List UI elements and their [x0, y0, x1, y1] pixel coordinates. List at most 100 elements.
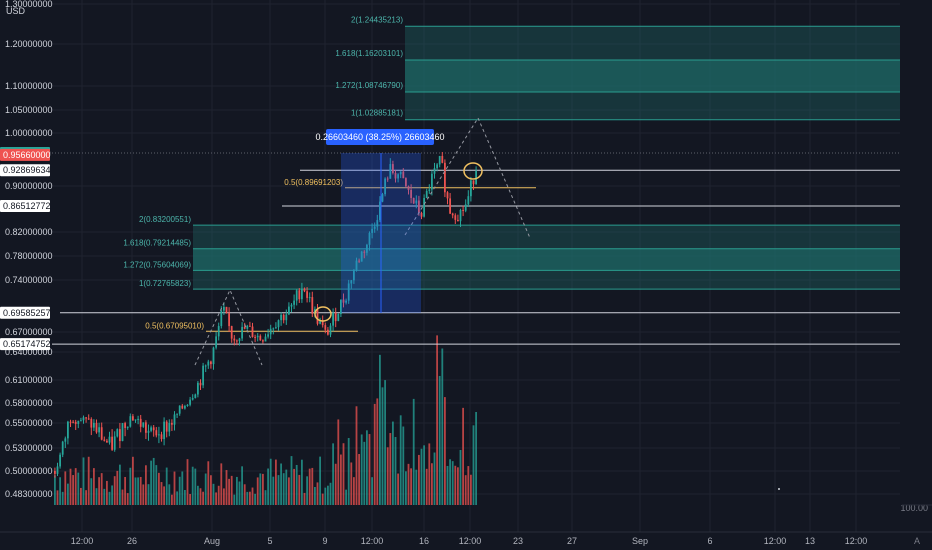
volume-bar [384, 380, 386, 505]
volume-bar [345, 489, 347, 505]
horizontal-levels [44, 152, 900, 345]
volume-bar [139, 476, 142, 505]
volume-bar [87, 456, 90, 505]
candle-body [405, 178, 407, 187]
candle-body [441, 155, 444, 163]
candle-body [340, 299, 342, 315]
volume-bar [389, 433, 392, 505]
candle-body [332, 312, 334, 326]
candle-body [301, 288, 303, 300]
x-axis-tick-label: 5 [267, 536, 272, 546]
candle-body [176, 413, 178, 415]
volume-bar [282, 473, 285, 505]
volume-bar [399, 415, 402, 505]
x-axis-tick-label: 6 [707, 536, 712, 546]
candle-body [353, 270, 355, 281]
candle-body [113, 436, 116, 450]
volume-bar [98, 477, 100, 505]
volume-bar [56, 490, 59, 505]
candle-body [160, 434, 163, 440]
volume-bar [225, 470, 228, 505]
volume-bar [347, 438, 350, 505]
x-axis-bg [0, 532, 932, 550]
volume-bar [85, 490, 87, 505]
x-axis[interactable]: 12:00 26 Aug 5 9 12:00 16 12:00 23 27 Sep 6 12:00 13 1… [0, 503, 932, 550]
volume-bar [392, 421, 394, 505]
candle-body [134, 419, 137, 421]
volume-bar [321, 493, 324, 505]
volume-bar [353, 477, 355, 505]
candle-body [132, 416, 134, 421]
candle-body [108, 436, 111, 443]
candle-body [207, 361, 210, 366]
volume-bar [327, 485, 329, 505]
candle-body [334, 312, 337, 322]
measure-tool[interactable]: 0.26603460 (38.25%) 26603460 [315, 129, 445, 313]
candle-body [324, 325, 327, 330]
volume-bar [72, 475, 74, 505]
fib-half-label: 0.5(0.89691203) [284, 178, 343, 187]
volume-bar [462, 407, 464, 505]
candle-body [386, 178, 389, 180]
volume-bar [256, 477, 259, 505]
volume-bar [100, 473, 103, 505]
candle-body [282, 314, 285, 321]
y-axis-tick-label: 1.10000000 [5, 81, 53, 91]
candle-body [394, 172, 397, 179]
y-axis-tick-label: 0.82000000 [5, 227, 53, 237]
y-axis[interactable]: 1.30000000 1.20000000 1.10000000 1.05000000… [0, 0, 53, 532]
volume-bar [238, 481, 241, 505]
candle-body [165, 421, 168, 432]
volume-bar [74, 468, 77, 505]
volume-bar [204, 473, 207, 505]
candle-body [366, 244, 368, 253]
volume-bar [121, 489, 124, 505]
volume-bar [254, 493, 256, 505]
volume-bar [407, 463, 410, 505]
volume-bar [158, 472, 160, 505]
x-axis-tick-label: Aug [204, 536, 220, 546]
candle-body [368, 232, 371, 245]
candle-body [249, 325, 251, 327]
candle-body [363, 251, 366, 253]
x-axis-tick-label: 23 [513, 536, 523, 546]
volume-bar [111, 485, 113, 505]
candle-body [74, 421, 77, 424]
volume-bar [394, 437, 397, 505]
volume-bar [412, 398, 415, 505]
volume-bar [210, 475, 212, 505]
candle-body [444, 162, 446, 193]
y-axis-tick-label: 1.05000000 [5, 105, 53, 115]
volume-bar [288, 477, 290, 505]
candle-body [472, 180, 475, 185]
volume-bar [142, 484, 145, 505]
candle-body [319, 321, 321, 324]
volume-bar [61, 491, 64, 505]
candle-body [111, 436, 113, 450]
candle-body [457, 219, 459, 222]
candle-body [399, 171, 402, 175]
candle-body [155, 430, 158, 436]
volume-bar [134, 477, 137, 505]
volume-bar [418, 454, 420, 505]
volume-bar [212, 483, 215, 505]
volume-scale-label[interactable]: A [914, 536, 920, 546]
candle-body [223, 306, 225, 311]
candle-body [202, 365, 204, 386]
candle-body [171, 422, 173, 425]
volume-bar [420, 448, 423, 505]
candle-body [181, 405, 184, 409]
volume-bar [332, 443, 334, 505]
x-axis-tick-label: 12:00 [845, 536, 868, 546]
candle-body [197, 382, 199, 395]
marker-dot [778, 488, 780, 490]
candle-body [373, 226, 376, 229]
candle-body [217, 326, 220, 337]
volume-bar [137, 477, 139, 505]
volume-bar [163, 486, 165, 505]
candle-body [347, 283, 350, 301]
fib-level-label: 1.618(1.16203101) [335, 49, 403, 58]
volume-bar [319, 456, 321, 505]
price-tag-bg [0, 164, 50, 177]
